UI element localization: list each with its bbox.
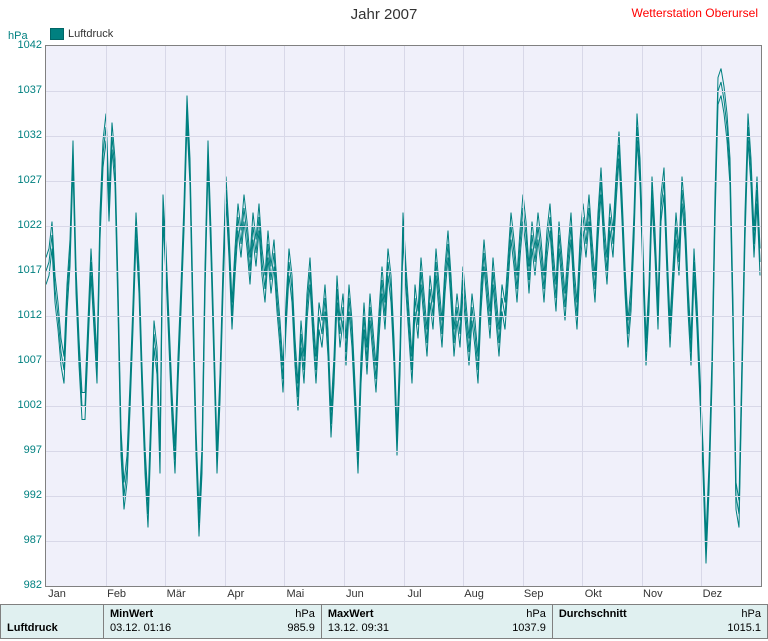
y-tick-label: 1027: [18, 174, 42, 186]
x-tick-label: Sep: [524, 588, 544, 600]
legend-text: Luftdruck: [68, 28, 113, 40]
stats-table: Luftdruck MinWerthPa03.12. 01:16985.9Max…: [0, 604, 768, 639]
x-tick-label: Aug: [464, 588, 484, 600]
x-tick-label: Jun: [346, 588, 364, 600]
legend-swatch: [50, 28, 64, 40]
x-tick-label: Nov: [643, 588, 663, 600]
y-tick-label: 997: [24, 444, 42, 456]
y-tick-label: 1032: [18, 129, 42, 141]
y-tick-label: 1012: [18, 309, 42, 321]
stats-row-label: Luftdruck: [7, 622, 58, 634]
x-tick-label: Feb: [107, 588, 126, 600]
legend: Luftdruck: [50, 28, 113, 40]
stats-cell: MaxWerthPa13.12. 09:311037.9: [321, 605, 552, 639]
y-tick-label: 1017: [18, 264, 42, 276]
y-tick-label: 1002: [18, 399, 42, 411]
x-tick-label: Mai: [286, 588, 304, 600]
y-tick-label: 982: [24, 579, 42, 591]
x-tick-label: Dez: [703, 588, 723, 600]
chart-container: { "title": "Jahr 2007", "station_label":…: [0, 0, 768, 641]
y-tick-label: 1042: [18, 39, 42, 51]
y-tick-label: 1007: [18, 354, 42, 366]
y-tick-label: 1037: [18, 84, 42, 96]
x-tick-label: Mär: [167, 588, 186, 600]
chart-title: Jahr 2007: [351, 6, 418, 23]
y-tick-label: 987: [24, 534, 42, 546]
x-tick-label: Apr: [227, 588, 244, 600]
x-tick-label: Jul: [407, 588, 421, 600]
y-tick-label: 992: [24, 489, 42, 501]
y-tick-label: 1022: [18, 219, 42, 231]
stats-cell: DurchschnitthPa1015.1: [552, 605, 767, 639]
x-tick-label: Okt: [585, 588, 602, 600]
x-tick-label: Jan: [48, 588, 66, 600]
stats-cell: MinWerthPa03.12. 01:16985.9: [104, 605, 322, 639]
station-label: Wetterstation Oberursel: [632, 6, 759, 20]
plot-area: [45, 45, 762, 587]
